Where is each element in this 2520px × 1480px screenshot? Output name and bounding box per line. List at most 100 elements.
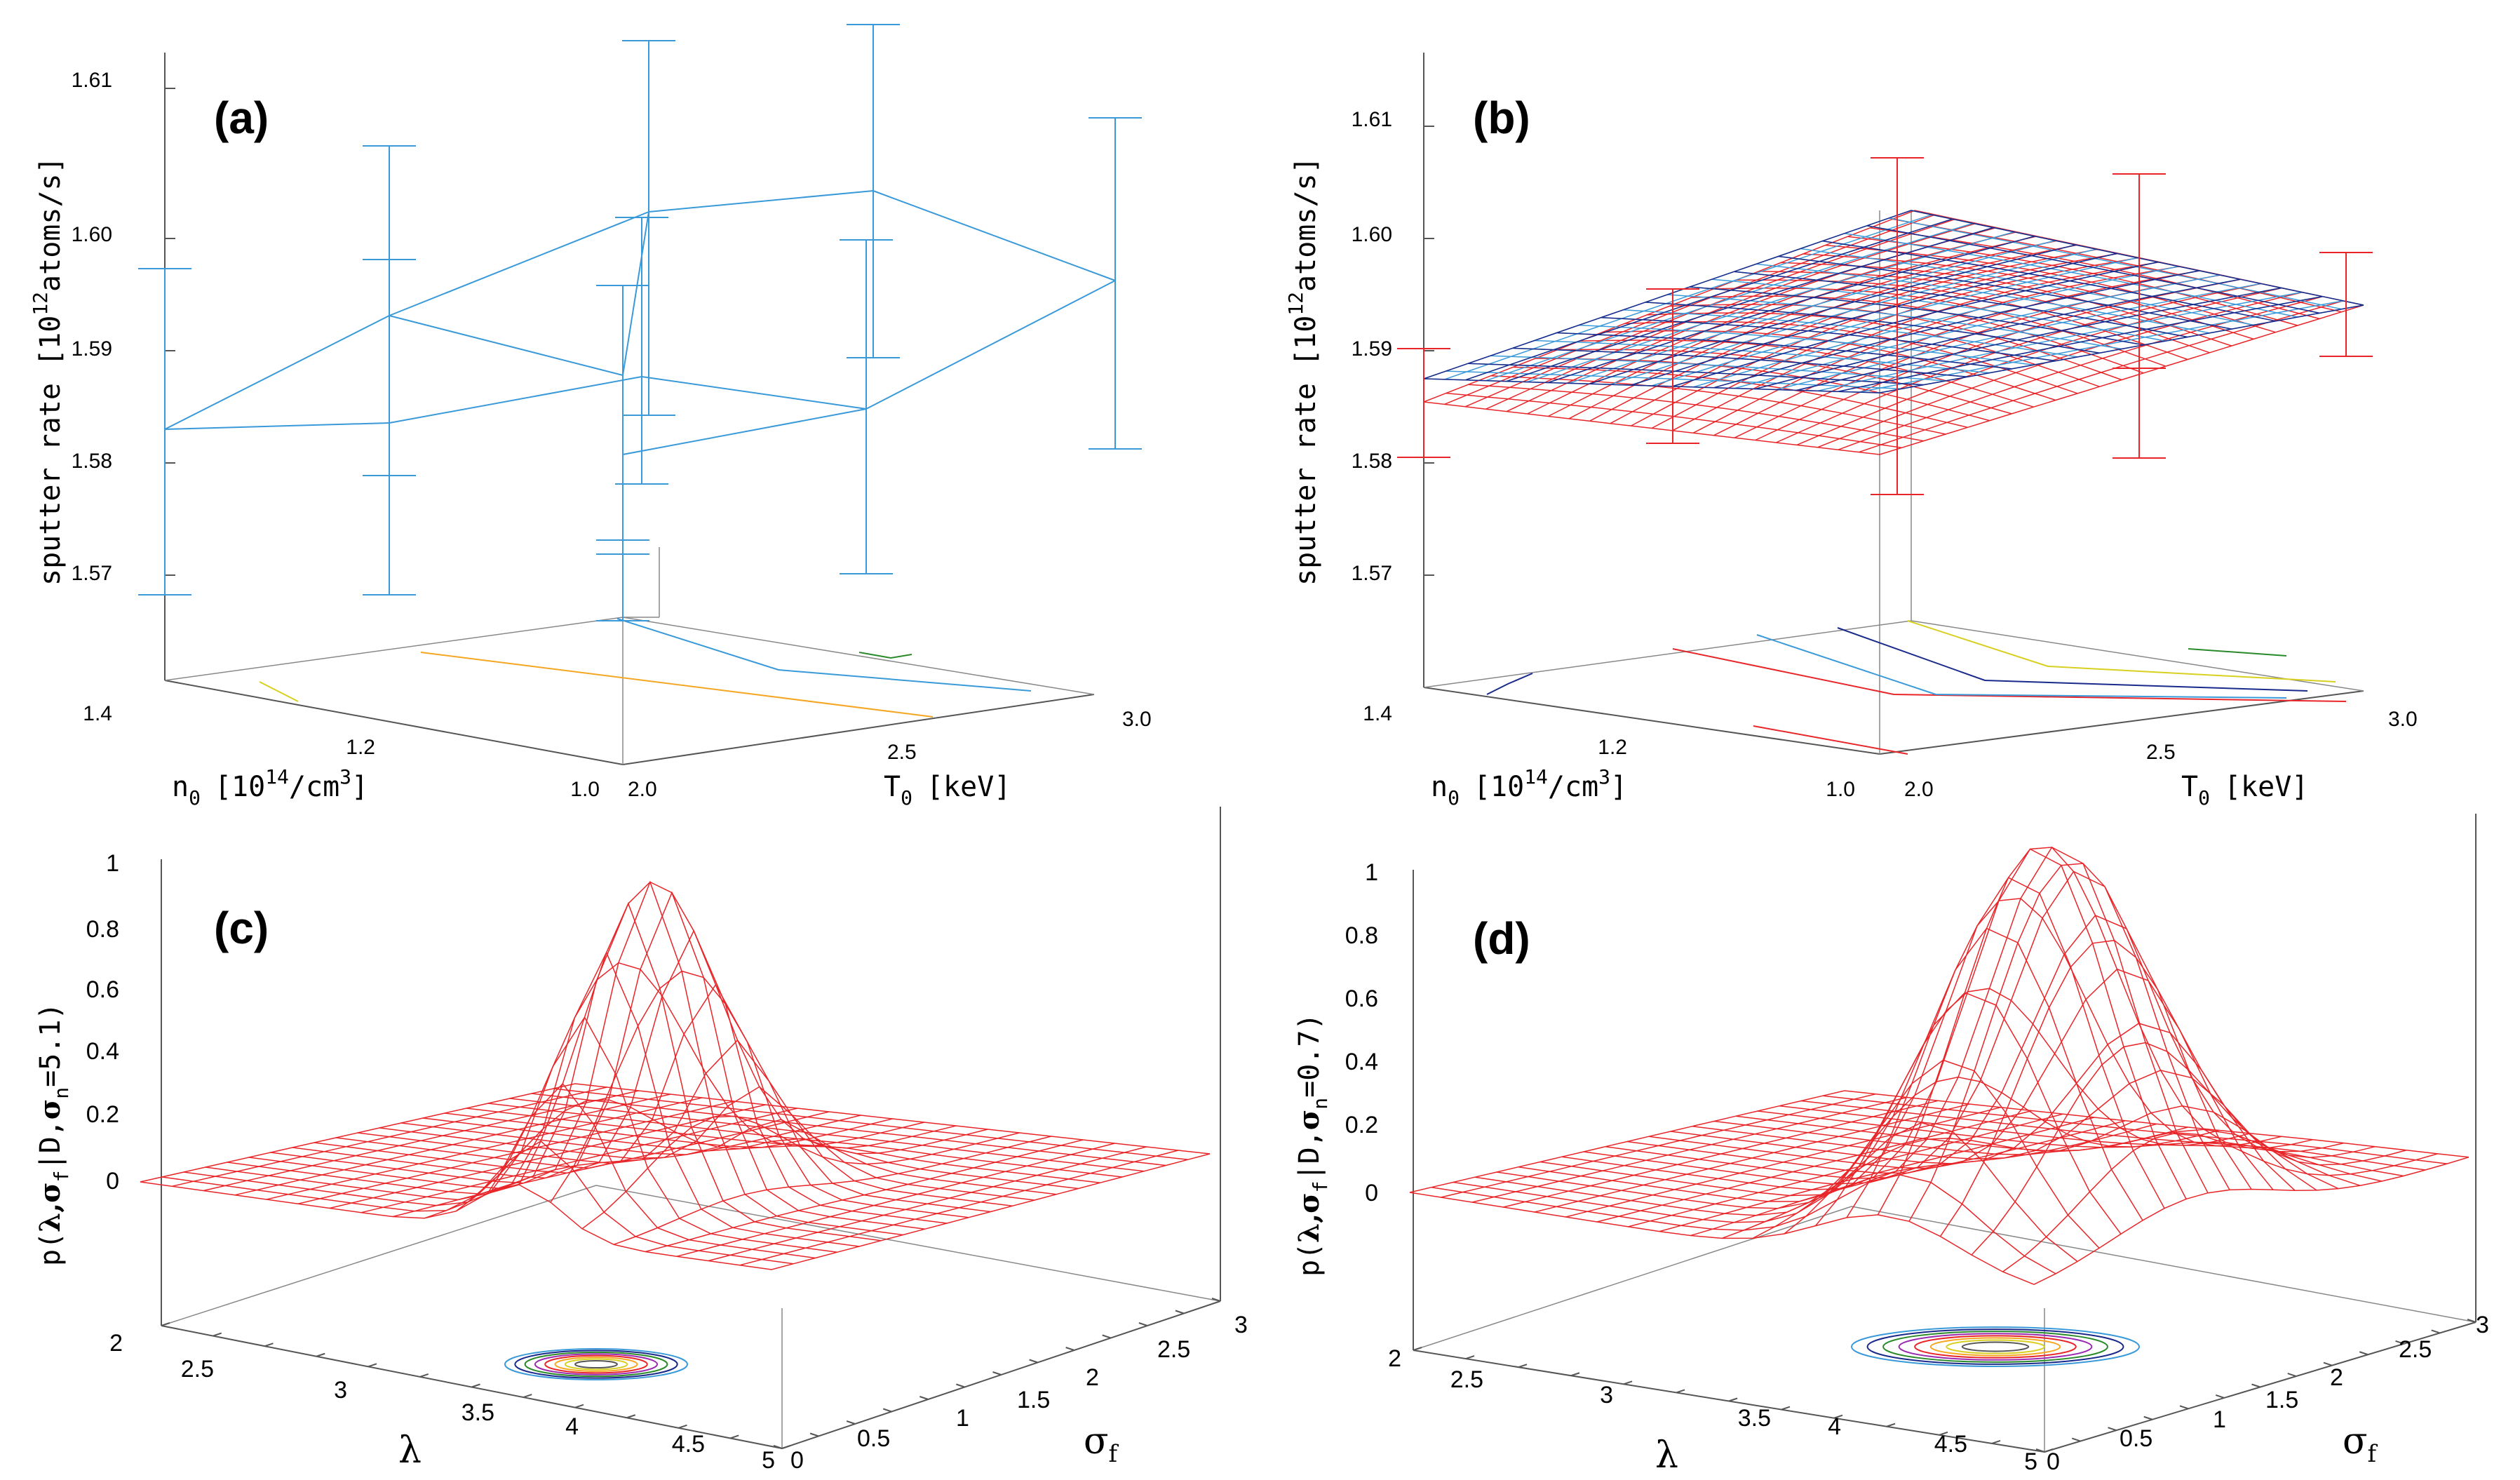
panel-b-ytick: 2.5 [2146,741,2176,764]
surface-mesh-line [1409,1192,2035,1285]
surface-mesh-line [1667,294,2122,350]
surface-mesh-line [1879,304,2364,393]
surface-mesh-line [314,929,948,1224]
surface-mesh-line [1800,1100,2426,1171]
panel-d-xlabel: λ [1655,1434,1678,1476]
panel-a-ztick: 1.61 [72,69,112,92]
panel-b-ztick: 1.57 [1352,562,1392,585]
panel-d-contours [1851,1326,2140,1367]
contour-line [420,652,934,718]
y-tick [2143,1415,2153,1420]
x-tick [1518,1364,1528,1368]
surface-mesh-line [1534,339,1990,374]
axis-line [622,617,1095,695]
surface-mesh-line [1496,992,2122,1235]
y-tick [846,1420,856,1425]
surface-mesh-line [1512,347,1968,378]
panel-a-xlabel: n0 [1014/cm3] [172,765,368,809]
panel-c-mesh [140,880,1211,1270]
series-line [622,408,867,455]
surface-mesh-line [1583,847,2209,1194]
panel-d-xtick: 2 [1388,1345,1401,1372]
y-tick [2431,1329,2441,1334]
panel-a-ylabel: T0 [keV] [884,771,1011,809]
x-tick [264,1343,274,1347]
panel-a-xtick: 1.2 [346,736,375,759]
surface-mesh-line [1889,217,2342,310]
panel-b-mesh-cyan [1423,210,2364,393]
panel-d-ytick: 1.5 [2265,1387,2298,1413]
x-tick [781,1445,791,1449]
surface-mesh-line [1838,295,2323,392]
surface-mesh-line [1446,392,1902,449]
surface-mesh-line [1692,1070,2317,1191]
surface-mesh-line [466,1108,1100,1183]
surface-mesh-line [400,1119,1035,1201]
axis-line [1423,620,1912,688]
surface-mesh-line [1624,321,2078,394]
panel-d-box [1413,814,2477,1453]
surface-mesh-line [1548,236,2035,384]
contour-line [1946,1339,2045,1354]
surface-mesh-line [161,1140,794,1265]
surface-mesh-line [1623,309,2078,358]
x-tick [368,1363,377,1368]
surface-mesh-line [1645,302,2100,354]
y-tick [2395,1340,2404,1345]
y-tick [1138,1322,1148,1326]
surface-mesh-line [1778,255,2232,330]
panel-d-ytick: 1 [2213,1406,2226,1433]
contour-line [259,681,299,702]
y-tick [992,1371,1002,1375]
series-line [865,280,1116,410]
x-tick [2044,1448,2054,1453]
surface-mesh-line [1672,261,2158,387]
y-tick [882,1408,892,1413]
surface-mesh-line [1866,225,2320,314]
y-tick [2287,1373,2297,1378]
surface-mesh-line [1822,240,2276,322]
surface-mesh-line [248,902,882,1242]
panel-a-ztick: 1.59 [72,337,112,361]
contour-line [1882,1331,2108,1363]
contour-line [564,1358,628,1371]
surface-mesh-line [1908,863,2345,1222]
panel-b-ztick: 1.59 [1352,337,1392,361]
surface-mesh-line [1892,218,2342,313]
panel-c-ztick: 0.8 [86,916,119,943]
panel-a-zlabel: sputter rate [1012atoms/s] [29,156,67,586]
panel-c-xtick: 5 [762,1447,775,1474]
contour-line [1907,620,2336,682]
y-tick [2359,1351,2369,1356]
axis-line [161,1185,597,1326]
surface-mesh-line [1518,927,2143,1221]
series-line [872,190,1116,281]
panel-b-ytick: 3.0 [2388,708,2418,731]
contour-line [1898,1333,2093,1361]
panel-a-label: (a) [214,93,269,143]
series-line [389,211,649,316]
contour-line [534,1353,659,1375]
series-line [622,211,649,376]
contour-line [1486,673,1533,695]
surface-mesh-line [140,1181,772,1270]
panel-c-xtick: 4 [565,1413,579,1440]
panel-c-xtick: 2 [109,1330,123,1357]
surface-mesh-line [1474,1059,2100,1249]
surface-mesh-line [1579,339,2034,408]
panel-d-mesh [1409,847,2470,1285]
surface-mesh-line [1535,358,1990,422]
panel-b-xtick: 1.2 [1598,736,1627,759]
panel-b-ztick: 1.61 [1352,108,1392,131]
x-tick [1623,1380,1633,1385]
contour-line [1837,627,2308,692]
series-line [164,315,390,430]
contour-line [1961,1341,2030,1352]
surface-mesh-line [1468,384,1924,442]
x-tick [1676,1389,1685,1394]
surface-mesh-line [1589,244,2076,385]
panel-c-ztick: 0.4 [86,1038,119,1065]
surface-mesh-line [1670,1023,2296,1191]
contour-line [514,1350,678,1379]
panel-d-ytick: 3 [2476,1312,2489,1338]
